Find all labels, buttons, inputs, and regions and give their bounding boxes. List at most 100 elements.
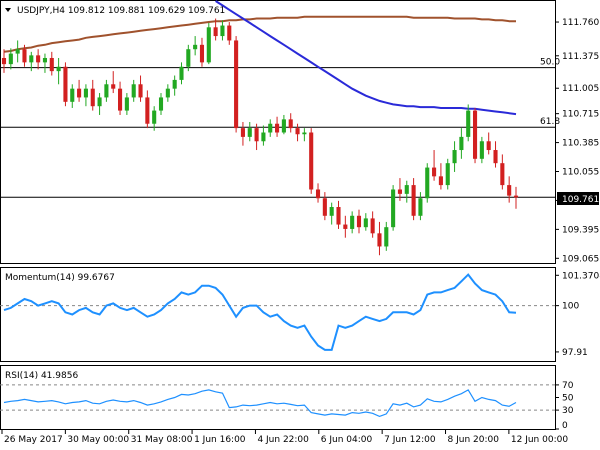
candle [29,51,34,72]
time-tick-label: 26 May 2017 [4,435,63,445]
price-tick-label: 109.065 [562,254,599,264]
candle-body [425,167,430,199]
candle-body [193,44,198,50]
time-tick-label: 1 Jun 16:00 [194,435,246,445]
candle [36,49,41,70]
candle-body [500,163,505,186]
time-tick-label: 31 May 08:00 [131,435,193,445]
candle [261,125,266,146]
dropdown-arrow-icon[interactable] [5,8,11,12]
candle [363,213,368,231]
candle [513,186,519,209]
candle [158,93,164,115]
candle [391,185,396,231]
candle [336,200,341,229]
candle-body [404,185,409,194]
price-tick-label: 111.005 [562,84,599,94]
candles [1,18,519,256]
candle-body [63,66,68,102]
price-tick-label: 110.715 [562,110,599,120]
candle-body [363,218,368,228]
candle [295,123,300,142]
candle [63,62,68,107]
candle [452,141,457,172]
candle-body [36,55,41,63]
rsi-tick-label: 70 [562,381,574,391]
candle-body [370,218,375,234]
time-tick-label: 7 Jun 12:00 [384,435,436,445]
current-price-text: 109.761 [562,195,599,205]
candle-body [479,141,484,159]
candle [240,121,245,146]
candle-body [1,57,7,65]
rsi-tick-label: 50 [562,394,574,404]
rsi-reference-lines [0,384,555,411]
time-tick-label: 6 Jun 04:00 [321,435,373,445]
candle [97,93,102,115]
candle-body [459,136,464,151]
candle [493,141,498,168]
candle-body [418,198,423,216]
candle [315,183,321,203]
candle-body [411,185,416,216]
candle-body [213,27,218,37]
candle-body [172,79,177,89]
candle [418,192,423,221]
candle [309,128,314,194]
current-price-box [557,192,599,205]
candle [186,44,191,72]
candle [350,211,355,234]
momentum-panel: Momentum(14) 99.6767 101.3708 100 97.91 [0,267,600,362]
candle-body [377,233,382,247]
candle [343,215,348,238]
candle-body [186,49,191,67]
candle-body [124,97,129,111]
candle [329,202,334,225]
candle [404,180,409,203]
candle [70,84,75,108]
momentum-line [3,273,517,351]
candle [199,37,205,67]
momentum-tick-label: 101.3708 [562,271,600,281]
candle-body [288,119,293,129]
candle [459,128,464,159]
candle [500,154,505,190]
momentum-tick-label: 97.91 [562,348,588,358]
candle-body [29,55,34,63]
rsi-panel-frame [0,365,556,430]
candle [234,36,239,133]
candle [42,53,48,73]
ma-fast-line [215,0,517,116]
candle-body [281,119,286,133]
candle [397,178,402,201]
candle [220,20,225,41]
candle [479,136,484,164]
rsi-tick-label: 0 [562,421,568,431]
candle-body [329,207,334,216]
time-tick-label: 30 May 00:00 [67,435,129,445]
candle-body [83,88,88,98]
candle-body [70,88,75,102]
current-price-label: 109.761 [557,192,599,205]
candle-body [165,88,170,98]
candle [90,79,95,111]
candle [172,75,177,96]
candle-body [49,57,54,72]
candle-body [261,132,266,142]
candle-body [472,110,478,159]
candle-body [138,84,143,98]
candle-body [199,44,205,63]
candle [15,40,20,63]
candle-body [268,123,273,133]
momentum-axis: 101.3708 100 97.91 [555,271,600,358]
candle-body [145,97,150,124]
price-tick-label: 111.760 [562,18,599,28]
candle [438,163,443,190]
candle-body [493,150,498,164]
price-axis: 111.760 111.375 111.005 110.715 110.385 110.0… [555,18,599,264]
candle-body [8,53,13,65]
candle-body [97,97,102,107]
candle [206,22,211,65]
candle-body [90,88,95,107]
candle [131,79,136,102]
